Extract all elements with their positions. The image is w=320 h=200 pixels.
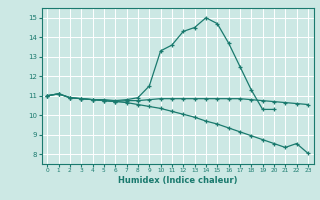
X-axis label: Humidex (Indice chaleur): Humidex (Indice chaleur) (118, 176, 237, 185)
